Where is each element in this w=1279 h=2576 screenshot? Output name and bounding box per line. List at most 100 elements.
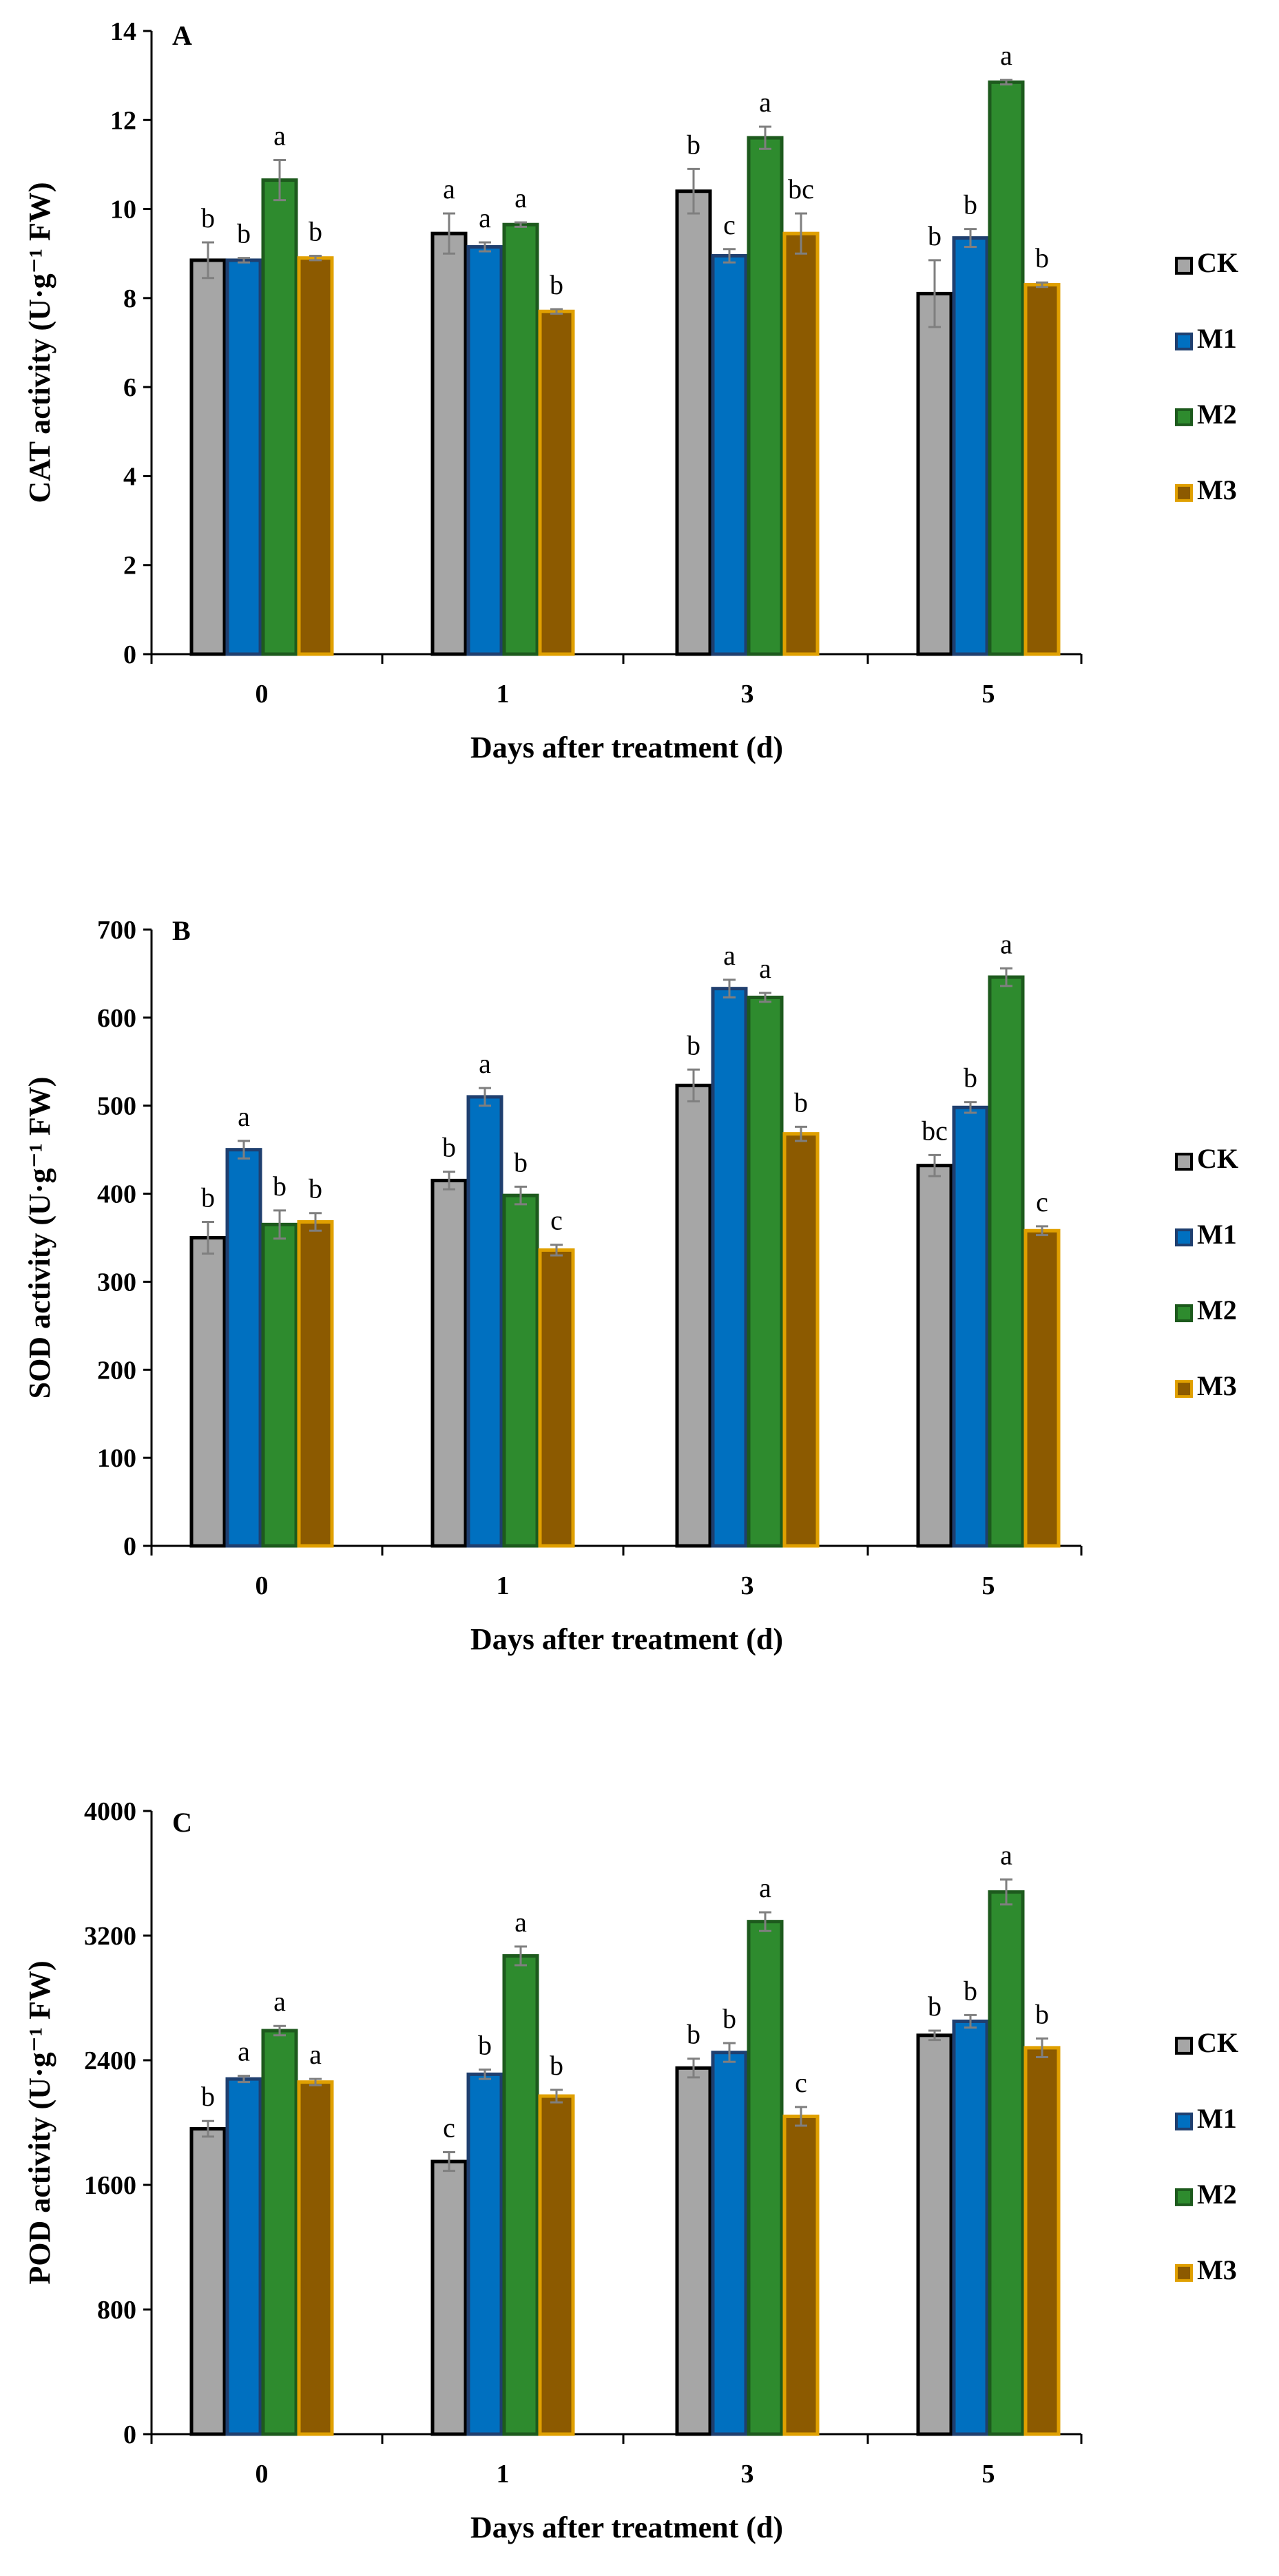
significance-letter: a (273, 1986, 286, 2017)
legend-swatch-M3 (1175, 2263, 1193, 2282)
legend-label-M1: M1 (1197, 323, 1237, 354)
y-tick-label: 3200 (84, 1922, 136, 1951)
y-tick-label: 10 (110, 196, 136, 224)
significance-letter: b (478, 2030, 492, 2061)
y-tick-label: 14 (110, 17, 136, 46)
legend-swatch-M2 (1175, 408, 1193, 426)
bar-M2-5 (988, 975, 1025, 1548)
bar-M2-5 (988, 1890, 1025, 2436)
significance-letter: c (1036, 1186, 1048, 1217)
significance-letter: bc (922, 1115, 948, 1146)
bar-CK-0 (189, 2127, 227, 2436)
legend-swatch-CK (1175, 2036, 1193, 2055)
legend-label-M1: M1 (1197, 1219, 1237, 1250)
legend-label-M3: M3 (1197, 474, 1237, 505)
significance-letter: a (1000, 1840, 1012, 1871)
bar-M1-0 (225, 258, 262, 656)
bar-M3-0 (297, 256, 334, 656)
y-tick-label: 0 (123, 640, 136, 669)
bar-M1-3 (711, 987, 748, 1548)
significance-letter: a (759, 87, 771, 118)
significance-letter: b (273, 1171, 287, 1202)
bar-M2-1 (502, 1193, 539, 1548)
significance-letter: a (514, 182, 527, 213)
significance-letter: b (1035, 242, 1049, 273)
bar-M1-1 (466, 245, 503, 656)
y-tick-label: 100 (97, 1444, 136, 1473)
legend-label-M2: M2 (1197, 1295, 1237, 1326)
legend-swatch-M1 (1175, 332, 1193, 350)
significance-letter: a (238, 1101, 250, 1132)
y-tick-label: 200 (97, 1356, 136, 1385)
significance-letter: b (794, 1087, 808, 1118)
x-tick-label: 0 (256, 2460, 269, 2489)
x-tick-label: 5 (982, 2460, 995, 2489)
bar-M1-5 (952, 1105, 989, 1548)
significance-letter: a (1000, 40, 1012, 71)
bar-M2-5 (988, 80, 1025, 656)
significance-letter: b (550, 269, 563, 300)
bar-M1-0 (225, 1148, 262, 1548)
bar-CK-5 (916, 2033, 953, 2436)
y-tick-label: 0 (123, 2420, 136, 2449)
bar-CK-1 (430, 2159, 468, 2436)
significance-letter: c (550, 1205, 563, 1236)
bar-M3-1 (538, 1248, 575, 1548)
panel-label: C (172, 1807, 192, 1838)
x-axis-title: Days after treatment (d) (470, 2511, 783, 2544)
significance-letter: c (723, 209, 736, 240)
y-tick-label: 4000 (84, 1797, 136, 1826)
y-axis-title: POD activity (U·g⁻¹ FW) (23, 1960, 56, 2284)
bar-CK-3 (675, 189, 712, 656)
significance-letter: b (514, 1146, 528, 1177)
y-tick-label: 300 (97, 1268, 136, 1297)
x-tick-label: 1 (497, 1571, 510, 1600)
y-tick-label: 400 (97, 1180, 136, 1209)
bar-M3-3 (782, 231, 820, 656)
significance-letter: a (238, 2036, 250, 2067)
y-tick-label: 500 (97, 1092, 136, 1121)
x-tick-label: 5 (982, 1571, 995, 1600)
bar-M1-3 (711, 2051, 748, 2436)
significance-letter: a (479, 202, 491, 233)
legend-label-CK: CK (1197, 247, 1238, 278)
x-tick-label: 1 (497, 2460, 510, 2489)
bar-M3-1 (538, 309, 575, 656)
y-tick-label: 2 (123, 552, 136, 580)
bar-CK-3 (675, 1083, 712, 1548)
bar-CK-5 (916, 1164, 953, 1548)
bar-M1-5 (952, 236, 989, 656)
significance-letter: a (759, 1872, 771, 1903)
x-tick-label: 3 (741, 1571, 754, 1600)
significance-letter: a (273, 120, 286, 151)
significance-letter: b (964, 1062, 977, 1093)
legend-label-CK: CK (1197, 2027, 1238, 2058)
significance-letter: a (514, 1907, 527, 1938)
significance-letter: b (309, 216, 322, 247)
y-tick-label: 12 (110, 106, 136, 135)
significance-letter: a (309, 2039, 322, 2070)
panel-label: A (172, 20, 192, 51)
bar-M3-5 (1023, 1228, 1061, 1548)
legend-label-M2: M2 (1197, 2179, 1237, 2210)
bar-CK-0 (189, 1236, 227, 1548)
significance-letter: a (443, 174, 455, 205)
legend-swatch-M1 (1175, 1228, 1193, 1247)
legend-swatch-M3 (1175, 1380, 1193, 1399)
bar-M3-3 (782, 1132, 820, 1548)
x-tick-label: 1 (497, 680, 510, 709)
y-tick-label: 1600 (84, 2171, 136, 2200)
bar-M3-3 (782, 2114, 820, 2436)
bar-M3-1 (538, 2094, 575, 2436)
significance-letter: b (964, 189, 977, 220)
x-tick-label: 0 (256, 1571, 269, 1600)
significance-letter: b (550, 2050, 563, 2081)
y-axis-title: SOD activity (U·g⁻¹ FW) (23, 1077, 56, 1399)
legend-label-M3: M3 (1197, 2254, 1237, 2285)
y-tick-label: 0 (123, 1532, 136, 1561)
bar-M2-0 (261, 2029, 298, 2436)
legend-label-M2: M2 (1197, 399, 1237, 430)
